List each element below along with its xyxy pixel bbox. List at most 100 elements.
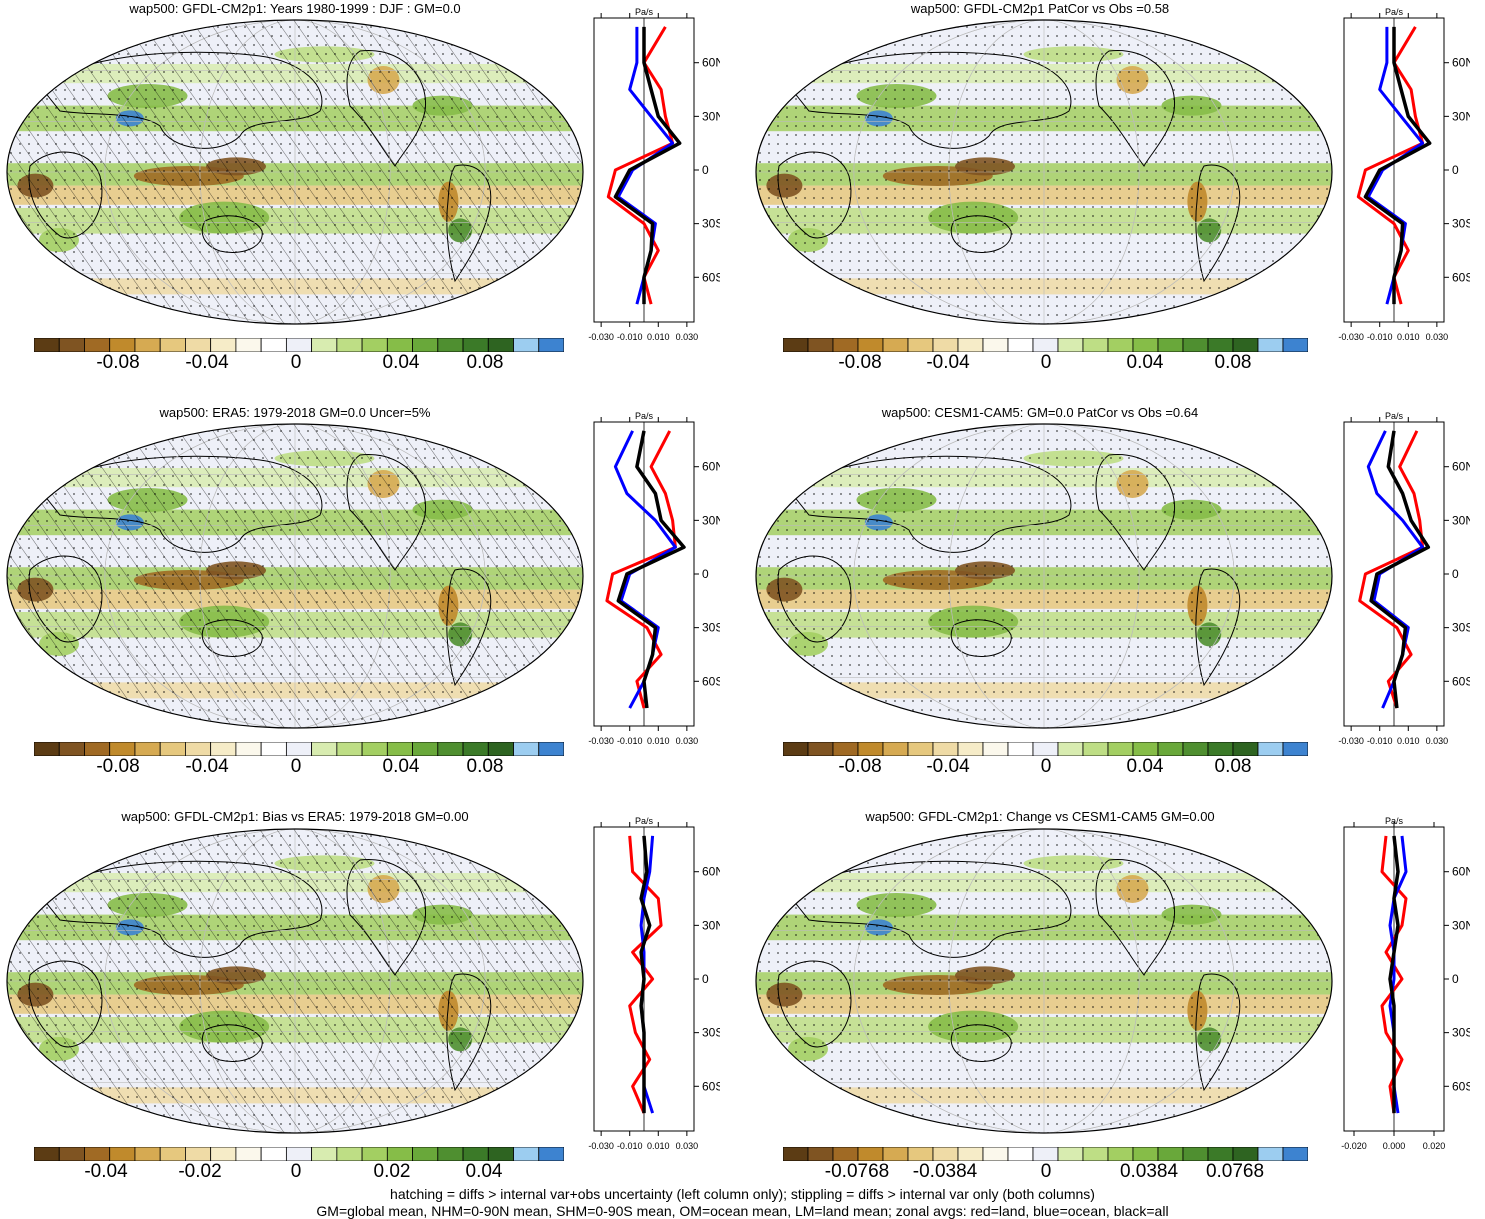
panel-title: wap500: GFDL-CM2p1: Change vs CESM1-CAM5… [745, 809, 1335, 824]
colorbar-swatch [185, 742, 210, 756]
colorbar-label: -0.04 [926, 756, 969, 778]
lat-label: 30S [1452, 621, 1470, 635]
colorbar-swatch [858, 742, 883, 756]
colorbar [783, 338, 1308, 352]
zonal-unit: Pa/s [1385, 7, 1404, 17]
colorbar-swatch [438, 338, 463, 352]
lat-label: 60S [1452, 674, 1470, 688]
colorbar-swatch [438, 742, 463, 756]
colorbar-swatch [1033, 1147, 1058, 1161]
x-tick-label: -0.030 [1338, 736, 1364, 746]
hatching [0, 16, 590, 336]
colorbar-swatch [1158, 338, 1183, 352]
zonal-unit: Pa/s [635, 7, 654, 17]
colorbar-label: 0.08 [1215, 756, 1252, 778]
colorbar-swatch [958, 338, 983, 352]
colorbar-swatch [833, 742, 858, 756]
colorbar-swatch [1033, 742, 1058, 756]
hatching [0, 420, 590, 740]
colorbar-label: -0.08 [96, 352, 139, 374]
x-tick-label: -0.010 [617, 736, 643, 746]
map-field [749, 16, 1339, 336]
footer-line-2: GM=global mean, NHM=0-90N mean, SHM=0-90… [0, 1203, 1485, 1219]
map [0, 420, 590, 740]
x-tick-label: -0.010 [617, 332, 643, 342]
lat-label: 60N [1452, 865, 1470, 879]
colorbar-swatch [883, 742, 908, 756]
colorbar-swatch [783, 742, 808, 756]
panel-2: wap500: GFDL-CM2p1 PatCor vs Obs =0.58 P… [745, 0, 1485, 390]
colorbar-swatch [185, 1147, 210, 1161]
lat-label: 60S [702, 270, 720, 284]
colorbar-swatch [160, 1147, 185, 1161]
colorbar-swatch [1083, 338, 1108, 352]
lat-label: 0 [702, 972, 709, 986]
colorbar [34, 742, 564, 756]
colorbar-label: 0.08 [467, 352, 504, 374]
colorbar [34, 338, 564, 352]
panel-6: wap500: GFDL-CM2p1: Change vs CESM1-CAM5… [745, 805, 1485, 1185]
colorbar-label: 0 [1041, 352, 1052, 374]
panel-title: wap500: GFDL-CM2p1: Years 1980-1999 : DJ… [0, 1, 590, 16]
lat-label: 0 [702, 567, 709, 581]
colorbar-swatch [211, 338, 236, 352]
colorbar-swatch [337, 338, 362, 352]
colorbar-swatch [1233, 1147, 1258, 1161]
colorbar-swatch [34, 338, 59, 352]
colorbar-swatch [1183, 742, 1208, 756]
x-tick-label: 0.010 [647, 1141, 670, 1151]
stippling [749, 16, 1339, 336]
map-field [0, 16, 590, 336]
lat-label: 60S [1452, 270, 1470, 284]
x-tick-label: -0.010 [1367, 736, 1393, 746]
colorbar-swatch [463, 1147, 488, 1161]
colorbar-swatch [135, 742, 160, 756]
colorbar-swatch [110, 1147, 135, 1161]
map [0, 16, 590, 336]
colorbar-label: 0.0384 [1120, 1161, 1178, 1183]
colorbar-swatch [1133, 338, 1158, 352]
hatching [0, 825, 590, 1145]
colorbar-swatch [110, 742, 135, 756]
colorbar-swatch [1033, 338, 1058, 352]
colorbar-swatch [933, 742, 958, 756]
colorbar-swatch [983, 1147, 1008, 1161]
x-tick-label: 0.030 [1426, 332, 1449, 342]
lat-label: 60N [1452, 460, 1470, 474]
colorbar-label: 0 [291, 352, 302, 374]
colorbar-swatch [1258, 1147, 1283, 1161]
lat-label: 0 [702, 163, 709, 177]
x-tick-label: 0.010 [1397, 736, 1420, 746]
panel-4: wap500: CESM1-CAM5: GM=0.0 PatCor vs Obs… [745, 400, 1485, 790]
lat-label: 30S [702, 217, 720, 231]
lat-label: 60N [702, 460, 720, 474]
colorbar-swatch [362, 1147, 387, 1161]
colorbar-swatch [312, 742, 337, 756]
colorbar-label: -0.0384 [913, 1161, 977, 1183]
colorbar-swatch [908, 338, 933, 352]
colorbar-swatch [59, 1147, 84, 1161]
colorbar-swatch [160, 338, 185, 352]
colorbar-swatch [808, 742, 833, 756]
colorbar-label: 0.08 [1215, 352, 1252, 374]
x-tick-label: 0.000 [1383, 1141, 1406, 1151]
x-tick-label: 0.010 [647, 332, 670, 342]
colorbar-label: -0.04 [926, 352, 969, 374]
lat-label: 60S [702, 674, 720, 688]
colorbar-swatch [1208, 1147, 1233, 1161]
colorbar-swatch [1008, 742, 1033, 756]
colorbar-swatch [1108, 338, 1133, 352]
zonal-unit: Pa/s [635, 816, 654, 826]
x-tick-label: -0.020 [1341, 1141, 1367, 1151]
colorbar-swatch [236, 742, 261, 756]
colorbar-swatch [362, 742, 387, 756]
colorbar-swatch [1283, 338, 1308, 352]
colorbar-label: 0.04 [466, 1161, 503, 1183]
colorbar-swatch [1208, 742, 1233, 756]
x-tick-label: 0.010 [1397, 332, 1420, 342]
colorbar-label: -0.04 [84, 1161, 127, 1183]
colorbar-label: 0.0768 [1206, 1161, 1264, 1183]
